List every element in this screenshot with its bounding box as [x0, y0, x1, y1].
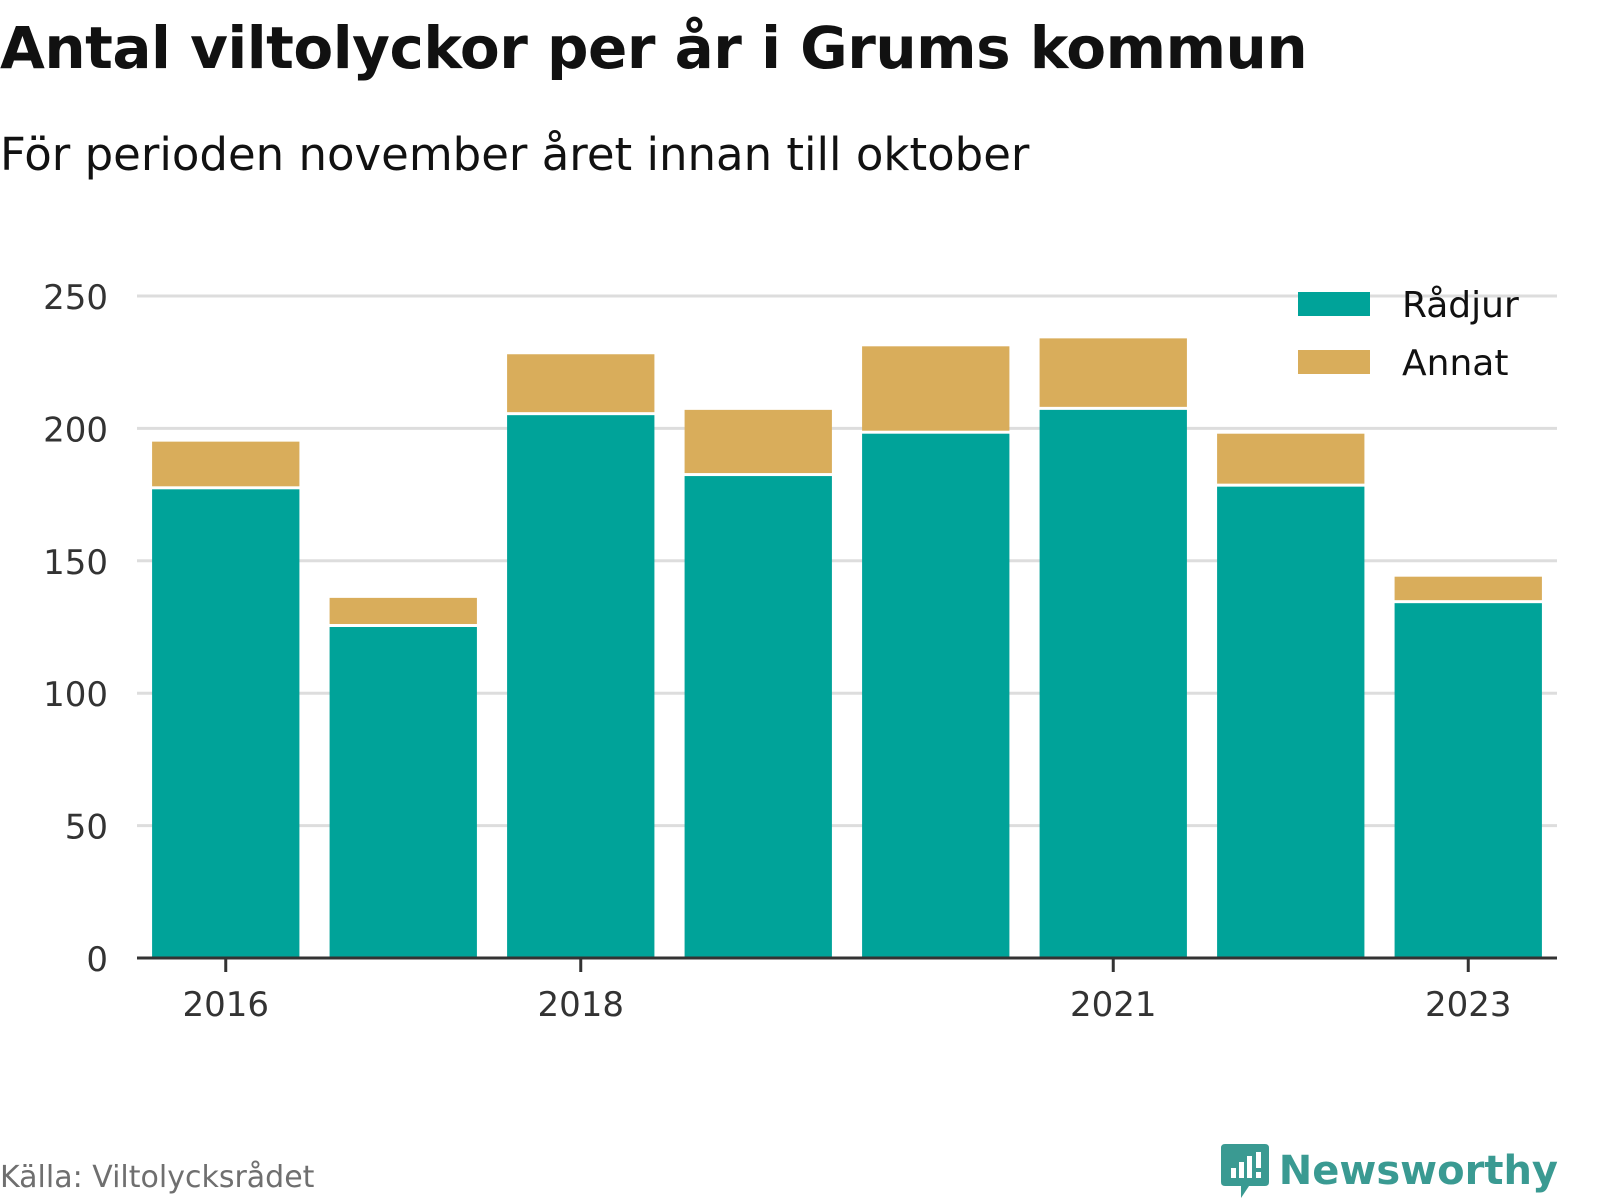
bar-annat-2018 [507, 354, 655, 413]
chart-title: Antal viltolyckor per år i Grums kommun [0, 14, 1308, 82]
newsworthy-logo-icon [1220, 1144, 1269, 1198]
bar-annat-2017 [329, 597, 477, 624]
axes: 0 50 100 150 200 250 2016 2018 2021 2023 [43, 278, 1557, 1025]
bar-radjur-2022 [1217, 486, 1365, 958]
source-note: Källa: Viltolycksrådet [0, 1160, 315, 1195]
bar-radjur-2021 [1039, 409, 1187, 958]
y-tick-label-150: 150 [43, 543, 108, 583]
y-tick-label-250: 250 [43, 278, 108, 318]
y-tick-label-200: 200 [43, 410, 108, 450]
bar-annat-2023 [1394, 576, 1542, 601]
bar-radjur-2018 [507, 415, 655, 958]
bar-annat-2019 [684, 409, 832, 474]
bar-annat-2020 [862, 346, 1010, 431]
chart-subtitle: För perioden november året innan till ok… [0, 128, 1030, 181]
bar-radjur-2016 [152, 489, 300, 958]
legend-label-radjur: Rådjur [1402, 285, 1519, 326]
bar-annat-2022 [1217, 433, 1365, 484]
x-tick-label-2021: 2021 [1070, 985, 1157, 1025]
brand-logo: Newsworthy [1219, 1142, 1558, 1200]
legend: Rådjur Annat [1298, 285, 1519, 384]
legend-swatch-radjur [1298, 292, 1370, 316]
x-tick-label-2018: 2018 [537, 985, 624, 1025]
bar-radjur-2023 [1394, 603, 1542, 958]
y-tick-label-50: 50 [65, 808, 108, 848]
legend-swatch-annat [1298, 350, 1370, 374]
brand-name: Newsworthy [1278, 1148, 1558, 1194]
y-tick-label-0: 0 [86, 940, 108, 980]
legend-label-annat: Annat [1402, 343, 1508, 384]
bar-annat-2021 [1039, 338, 1187, 407]
stacked-bar-chart: 0 50 100 150 200 250 2016 2018 2021 2023 Rådjur An… [43, 278, 1557, 1025]
x-tick-label-2023: 2023 [1425, 985, 1512, 1025]
bar-radjur-2020 [862, 433, 1010, 958]
y-tick-label-100: 100 [43, 675, 108, 715]
x-tick-label-2016: 2016 [182, 985, 269, 1025]
bar-annat-2016 [152, 441, 300, 487]
bars [152, 338, 1542, 958]
bar-radjur-2019 [684, 476, 832, 958]
bar-radjur-2017 [329, 627, 477, 958]
